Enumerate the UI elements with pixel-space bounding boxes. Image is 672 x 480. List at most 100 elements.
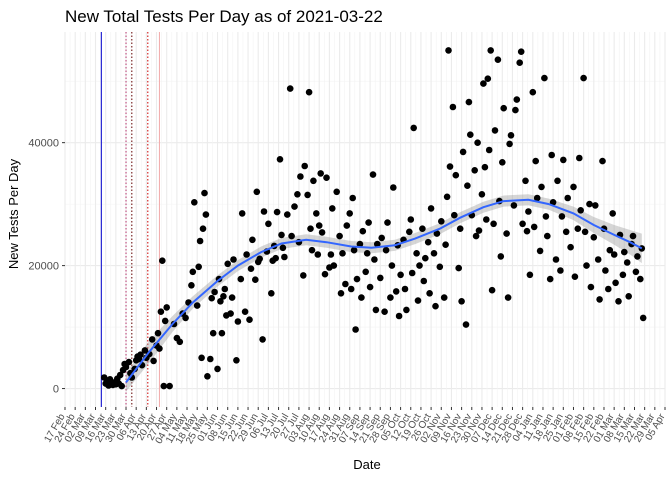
data-point [160,382,168,390]
data-point [443,193,451,201]
data-point [246,316,253,324]
data-point [209,329,217,337]
data-point [305,88,313,96]
data-point [315,222,323,229]
data-point [249,236,256,244]
data-point [606,246,614,254]
data-point [308,246,316,254]
data-point [609,210,616,217]
data-point [188,282,195,289]
data-point [233,357,240,364]
data-point [522,177,529,185]
data-point [260,208,268,215]
data-point [230,256,237,263]
data-point [464,182,471,189]
data-point [530,223,538,231]
data-point [465,98,473,106]
data-point [471,167,479,174]
data-point [207,355,214,363]
data-point [612,279,619,287]
data-point [358,294,365,301]
data-point [632,268,640,276]
data-point [552,256,560,263]
data-point [487,47,495,54]
data-point [397,271,404,279]
y-tick-label: 40000 [28,138,59,150]
data-point [557,267,564,274]
data-point [118,382,125,390]
data-point [474,139,481,146]
data-point [156,345,163,352]
data-point [163,304,170,311]
data-point [196,237,204,245]
data-point [137,351,144,359]
data-point [478,191,486,198]
data-point [195,263,202,271]
data-point [432,302,439,310]
data-point [440,294,448,301]
data-point [362,268,370,276]
data-point [634,253,641,260]
data-point [590,234,598,241]
data-point [615,298,622,305]
data-point [291,203,298,210]
data-point [410,124,418,132]
data-point [529,88,537,96]
data-point [445,47,452,54]
data-point [329,205,336,212]
data-point [488,286,496,294]
data-point [625,293,632,300]
data-point [420,277,428,285]
data-point [193,302,201,309]
data-point [467,131,474,138]
data-point [349,194,357,202]
grid-lines [64,32,666,407]
data-point [243,251,250,258]
data-point [610,251,618,258]
data-point [122,363,130,371]
data-point [436,263,444,271]
data-point [459,148,467,156]
data-point [157,308,165,316]
data-point [426,290,433,297]
data-point [483,216,490,223]
data-point [199,225,207,232]
data-point [513,96,521,103]
data-point [198,354,205,362]
data-point [211,288,218,296]
data-point [506,140,513,148]
data-point [570,183,577,191]
data-point [352,326,359,333]
data-point [430,250,438,257]
data-point [419,225,426,232]
data-point [433,230,441,237]
data-point [278,231,285,239]
data-point [337,290,345,297]
data-point [581,228,589,236]
data-point [346,210,354,217]
data-point [214,365,221,373]
data-point [378,234,386,242]
data-point [342,280,349,288]
data-point [494,56,502,63]
data-point [592,202,599,209]
data-point [284,211,291,218]
data-point [201,189,208,197]
data-point [413,250,420,257]
data-point [639,314,647,322]
data-point [587,283,595,291]
data-point [365,219,372,226]
data-point [583,262,590,269]
data-point [392,288,400,295]
data-point [279,244,287,252]
data-point [202,211,210,218]
data-point [567,243,574,251]
data-point [382,246,390,254]
data-point [599,157,606,165]
y-axis-ticks: 0 20000 40000 [28,138,65,396]
data-point [161,317,169,325]
data-point [330,262,338,269]
data-point [542,213,550,220]
data-point [154,329,162,337]
